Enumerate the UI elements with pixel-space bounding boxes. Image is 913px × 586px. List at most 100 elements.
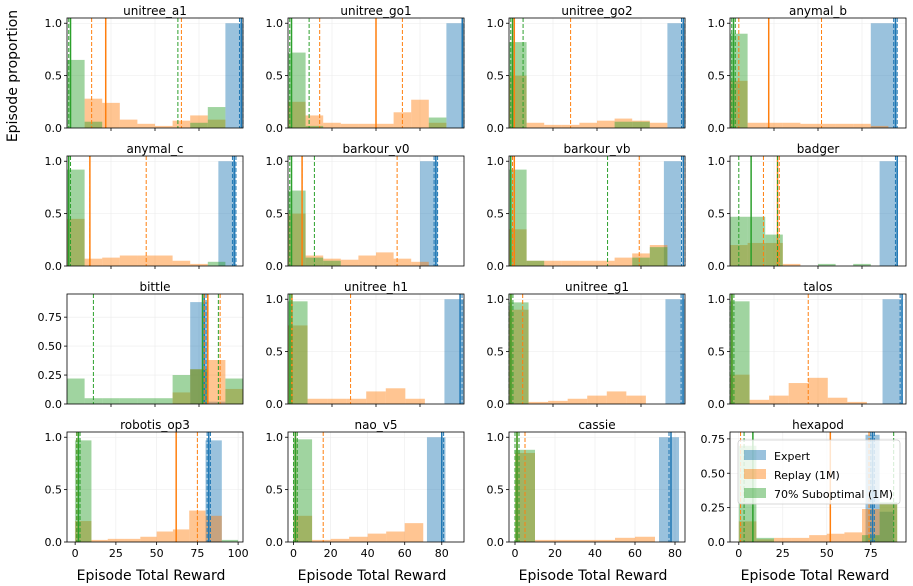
replay-bar bbox=[595, 539, 615, 542]
replay-bar bbox=[747, 122, 766, 128]
subopt-bar bbox=[632, 121, 650, 128]
panel-anymal_b: anymal_b 0.0 0.5 1.0 bbox=[708, 4, 907, 135]
replay-bar bbox=[307, 398, 328, 404]
replay-bar bbox=[102, 102, 120, 128]
subopt-bar bbox=[119, 398, 138, 404]
subopt-bar bbox=[862, 535, 880, 542]
expert-bar bbox=[446, 23, 464, 128]
y-tick-label: 0.25 bbox=[38, 369, 63, 382]
replay-bar bbox=[769, 395, 789, 404]
replay-bar bbox=[818, 123, 836, 128]
replay-bar bbox=[548, 400, 568, 404]
panel-unitree_h1: unitree_h1 0.0 0.5 1.0 bbox=[266, 280, 465, 411]
subopt-bar bbox=[207, 261, 226, 266]
y-tick-label: 1.0 bbox=[45, 17, 63, 30]
axes-frame bbox=[66, 431, 244, 543]
y-tick-label: 0.5 bbox=[266, 70, 284, 83]
y-tick-label: 0.75 bbox=[38, 311, 63, 324]
y-tick-label: 0.0 bbox=[266, 122, 284, 135]
y-tick-label: 0.5 bbox=[487, 70, 505, 83]
panel-unitree_a1: unitree_a1 0.0 0.5 1.0 bbox=[45, 4, 244, 135]
x-tick-label: 0 bbox=[735, 547, 742, 560]
replay-bar bbox=[75, 521, 92, 542]
x-tick-label: 75 bbox=[864, 547, 878, 560]
legend-label: Expert bbox=[774, 450, 811, 463]
subopt-bar bbox=[225, 378, 243, 404]
legend-label: Replay (1M) bbox=[774, 469, 840, 482]
subopt-bar bbox=[853, 263, 871, 266]
expert-bar bbox=[665, 299, 685, 404]
subopt-bar bbox=[67, 59, 85, 128]
y-tick-label: 0.25 bbox=[701, 502, 726, 515]
subopt-bar bbox=[614, 121, 633, 128]
replay-bar bbox=[526, 260, 545, 266]
replay-bar bbox=[509, 75, 527, 128]
replay-bar bbox=[597, 120, 615, 128]
y-tick-label: 1.0 bbox=[708, 17, 726, 30]
panel-badger: badger 0.0 0.5 1.0 bbox=[708, 142, 907, 273]
panel-title: unitree_h1 bbox=[344, 280, 408, 294]
panel-nao_v5: nao_v5 0.0 0.5 1.0 0 20 40 60 80 bbox=[266, 418, 465, 560]
replay-bar bbox=[405, 398, 425, 404]
y-tick-label: 0.5 bbox=[45, 208, 63, 221]
panel-title: anymal_b bbox=[789, 4, 847, 18]
replay-bar bbox=[827, 397, 848, 404]
y-tick-label: 0.5 bbox=[45, 484, 63, 497]
y-tick-label: 1.0 bbox=[266, 155, 284, 168]
replay-bar bbox=[853, 123, 871, 128]
replay-bar bbox=[765, 242, 783, 266]
replay-bar bbox=[561, 260, 580, 266]
replay-bar bbox=[140, 536, 157, 542]
replay-bar bbox=[404, 523, 424, 542]
replay-bar bbox=[207, 119, 226, 128]
replay-bar bbox=[376, 252, 394, 266]
y-tick-label: 1.0 bbox=[487, 431, 505, 444]
replay-bar bbox=[800, 123, 818, 128]
panel-bittle: bittle 0.0 0.25 0.50 0.75 bbox=[38, 280, 244, 411]
y-tick-label: 0.0 bbox=[266, 536, 284, 549]
y-tick-label: 1.0 bbox=[266, 431, 284, 444]
replay-bar bbox=[305, 115, 324, 128]
y-tick-label: 0.5 bbox=[487, 346, 505, 359]
panel-talos: talos 0.0 0.5 1.0 bbox=[708, 280, 907, 411]
replay-bar bbox=[172, 260, 191, 266]
replay-bar bbox=[809, 535, 827, 542]
panel-title: unitree_g1 bbox=[565, 280, 629, 294]
replay-bar bbox=[738, 521, 757, 542]
replay-bar bbox=[428, 122, 447, 128]
replay-bar bbox=[614, 118, 633, 128]
y-tick-label: 1.0 bbox=[45, 155, 63, 168]
y-tick-label: 0.5 bbox=[266, 484, 284, 497]
y-tick-label: 0.0 bbox=[487, 398, 505, 411]
replay-bar bbox=[84, 258, 103, 266]
replay-bar bbox=[411, 261, 429, 266]
subopt-bar bbox=[221, 539, 239, 542]
subopt-bar bbox=[190, 122, 208, 128]
replay-bar bbox=[844, 532, 862, 542]
x-tick-label: 25 bbox=[109, 547, 123, 560]
subopt-bar bbox=[818, 263, 836, 266]
expert-bar bbox=[426, 437, 446, 542]
panel-title: unitree_go2 bbox=[561, 4, 632, 18]
replay-bar bbox=[835, 123, 854, 128]
replay-bar bbox=[579, 122, 597, 128]
x-tick-label: 40 bbox=[361, 547, 375, 560]
panels-grid: unitree_a10.00.51.0 unitree_go1 0.0 0.5 1.0 u… bbox=[38, 4, 907, 560]
x-tick-label: 20 bbox=[324, 547, 338, 560]
subopt-bar bbox=[879, 502, 898, 542]
replay-bar bbox=[288, 213, 306, 266]
replay-bar bbox=[84, 98, 103, 128]
replay-bar bbox=[544, 124, 562, 128]
subopt-bar bbox=[765, 234, 783, 266]
replay-bar bbox=[293, 515, 313, 542]
subopt-bar bbox=[509, 42, 527, 128]
replay-bar bbox=[119, 255, 138, 266]
panel-title: unitree_go1 bbox=[340, 4, 411, 18]
replay-bar bbox=[649, 245, 668, 266]
replay-bar bbox=[385, 388, 406, 404]
x-tick-label: 0 bbox=[290, 547, 297, 560]
subopt-bar bbox=[747, 216, 766, 266]
subopt-bar bbox=[84, 121, 103, 128]
x-tick-label: 0 bbox=[72, 547, 79, 560]
x-tick-label: 50 bbox=[820, 547, 834, 560]
